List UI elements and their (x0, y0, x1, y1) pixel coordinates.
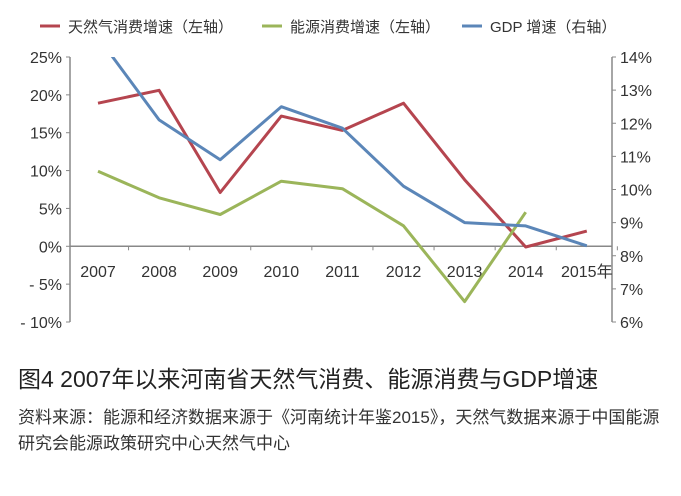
x-tick-label: 2015年 (561, 263, 613, 281)
left-tick-label: 20% (30, 88, 62, 105)
left-tick-label: 5% (39, 201, 62, 218)
right-tick-label: 6% (620, 315, 643, 332)
legend-label-1: 能源消费增速（左轴） (290, 19, 440, 36)
right-tick-label: 13% (620, 83, 652, 100)
right-tick-label: 11% (620, 149, 651, 166)
left-tick-label: 0% (39, 239, 62, 256)
right-tick-label: 12% (620, 116, 652, 133)
x-tick-label: 2014 (508, 264, 544, 281)
right-tick-label: 8% (620, 249, 643, 266)
figure-source: 资料来源：能源和经济数据来源于《河南统计年鉴2015》，天然气数据来源于中国能源… (18, 408, 660, 453)
figure-title: 图4 2007年以来河南省天然气消费、能源消费与GDP增速 (18, 366, 599, 392)
series-line-0 (97, 88, 588, 249)
line-chart: 25% 20% 15% 10% 5% 0% - 5% - 10% 14% 13% 12% 11% 10%… (20, 19, 652, 332)
legend-label-0: 天然气消费增速（左轴） (68, 19, 233, 36)
x-tick-label: 2013 (447, 264, 483, 281)
legend-label-2: GDP 增速（右轴） (490, 19, 616, 36)
left-tick-label: 15% (30, 126, 62, 143)
x-tick-label: 2007 (80, 264, 116, 281)
series-line-1 (97, 169, 527, 304)
x-tick-label: 2009 (202, 264, 238, 281)
right-tick-label: 10% (620, 183, 652, 200)
series-line-2 (110, 57, 588, 248)
right-tick-label: 9% (620, 216, 643, 233)
x-tick-label: 2012 (386, 264, 422, 281)
x-tick-label: 2010 (264, 264, 300, 281)
right-tick-label: 7% (620, 282, 643, 299)
x-tick-label: 2008 (141, 264, 177, 281)
left-tick-label: - 5% (29, 277, 62, 294)
right-tick-label: 14% (620, 50, 652, 67)
left-tick-label: 10% (30, 164, 62, 181)
left-tick-label: - 10% (20, 315, 62, 332)
left-tick-label: 25% (30, 50, 62, 67)
x-tick-label: 2011 (325, 264, 360, 281)
